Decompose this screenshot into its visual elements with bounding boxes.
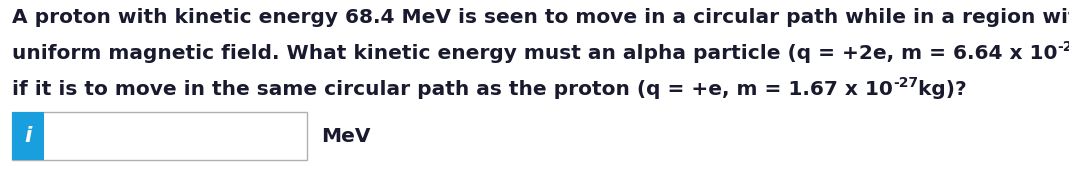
Text: i: i	[25, 126, 32, 146]
Text: if it is to move in the same circular path as the proton (q = +e, m = 1.67 x 10: if it is to move in the same circular pa…	[12, 80, 893, 99]
Text: -27: -27	[1057, 40, 1069, 54]
Text: MeV: MeV	[321, 126, 371, 146]
Text: -27: -27	[893, 76, 918, 90]
FancyBboxPatch shape	[12, 112, 44, 160]
Text: A proton with kinetic energy 68.4 MeV is seen to move in a circular path while i: A proton with kinetic energy 68.4 MeV is…	[12, 8, 1069, 27]
Text: uniform magnetic field. What kinetic energy must an alpha particle (q = +2e, m =: uniform magnetic field. What kinetic ene…	[12, 44, 1057, 63]
FancyBboxPatch shape	[12, 112, 307, 160]
Text: kg)?: kg)?	[911, 80, 966, 99]
